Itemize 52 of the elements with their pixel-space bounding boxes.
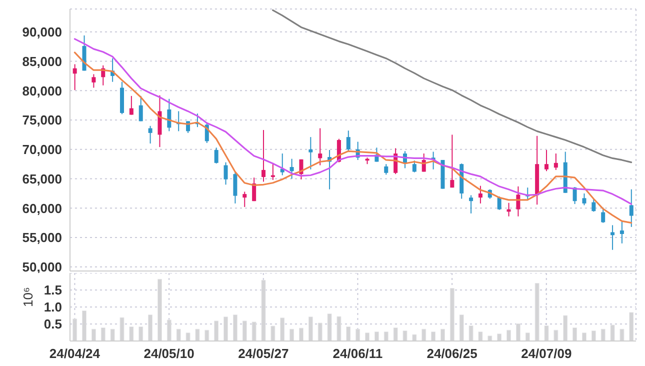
candlestick	[629, 188, 634, 228]
candlestick	[469, 194, 474, 214]
candlestick	[129, 95, 134, 116]
candlestick	[72, 64, 77, 91]
candlestick	[544, 149, 548, 172]
candlestick	[233, 171, 238, 204]
candlestick	[620, 220, 624, 244]
candlestick	[252, 177, 256, 202]
candlestick	[318, 128, 322, 166]
x-tick-label: 24/04/24	[49, 346, 101, 362]
y-tick-label: 70,000	[22, 142, 62, 158]
y-tick-label: 1.0	[44, 300, 62, 315]
candlestick	[92, 74, 96, 88]
candlestick	[138, 95, 143, 122]
candlestick	[412, 160, 416, 173]
x-tick-label: 24/07/09	[521, 346, 572, 362]
candlestick	[242, 191, 247, 208]
candlestick	[158, 94, 162, 148]
candlestick	[224, 162, 228, 186]
line-series	[74, 52, 632, 224]
candlestick	[270, 162, 275, 180]
candlestick	[601, 207, 606, 224]
candlestick	[148, 125, 152, 144]
candlestick	[346, 130, 350, 152]
candlestick	[554, 153, 558, 170]
candlestick	[610, 224, 615, 250]
y-tick-label: 55,000	[22, 230, 62, 246]
y-tick-label: 60,000	[22, 200, 62, 216]
x-tick-label: 24/05/27	[238, 346, 289, 362]
y-axis-title: 10⁶	[20, 287, 36, 307]
candlestick	[516, 186, 520, 217]
x-tick-label: 24/06/11	[332, 346, 383, 362]
candlestick	[478, 185, 482, 204]
y-tick-label: 75,000	[22, 112, 62, 128]
y-tick-label: 1.5	[44, 282, 62, 298]
x-tick-label: 24/05/10	[144, 346, 194, 362]
candlestick	[290, 158, 294, 180]
candlestick	[261, 130, 266, 182]
y-tick-label: 65,000	[22, 171, 62, 186]
candlestick	[582, 192, 586, 206]
line-series	[272, 9, 632, 164]
y-tick-label: 90,000	[22, 24, 62, 40]
x-tick-label: 24/06/25	[426, 346, 478, 362]
candlestick	[592, 198, 596, 212]
candlestick	[308, 136, 313, 170]
candlestick	[450, 134, 454, 188]
y-tick-label: 85,000	[22, 54, 62, 69]
candlestick	[214, 147, 218, 164]
y-tick-label: 80,000	[22, 83, 62, 98]
candlestick	[384, 164, 388, 176]
y-tick-label: 0.5	[44, 316, 62, 332]
candlestick	[497, 196, 502, 210]
